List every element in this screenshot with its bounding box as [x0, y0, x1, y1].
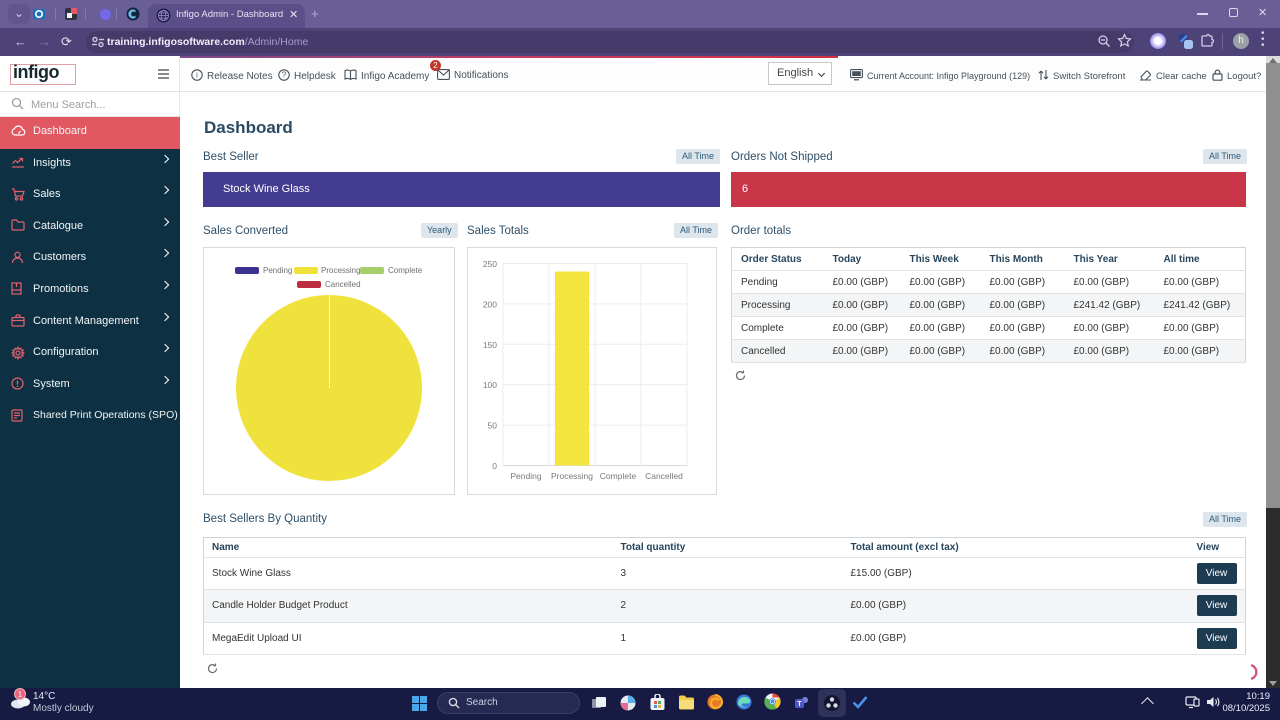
svg-text:Pending: Pending	[510, 471, 541, 481]
svg-text:150: 150	[483, 340, 497, 350]
svg-text:i: i	[196, 71, 198, 80]
svg-text:?: ?	[282, 71, 287, 80]
svg-text:T: T	[797, 701, 802, 708]
svg-text:Complete: Complete	[600, 471, 637, 481]
svg-text:0: 0	[492, 461, 497, 471]
svg-text:Cancelled: Cancelled	[645, 471, 683, 481]
svg-text:100: 100	[483, 380, 497, 390]
svg-text:Processing: Processing	[551, 471, 593, 481]
svg-text:50: 50	[488, 421, 498, 431]
svg-text:250: 250	[483, 259, 497, 269]
svg-text:200: 200	[483, 299, 497, 309]
